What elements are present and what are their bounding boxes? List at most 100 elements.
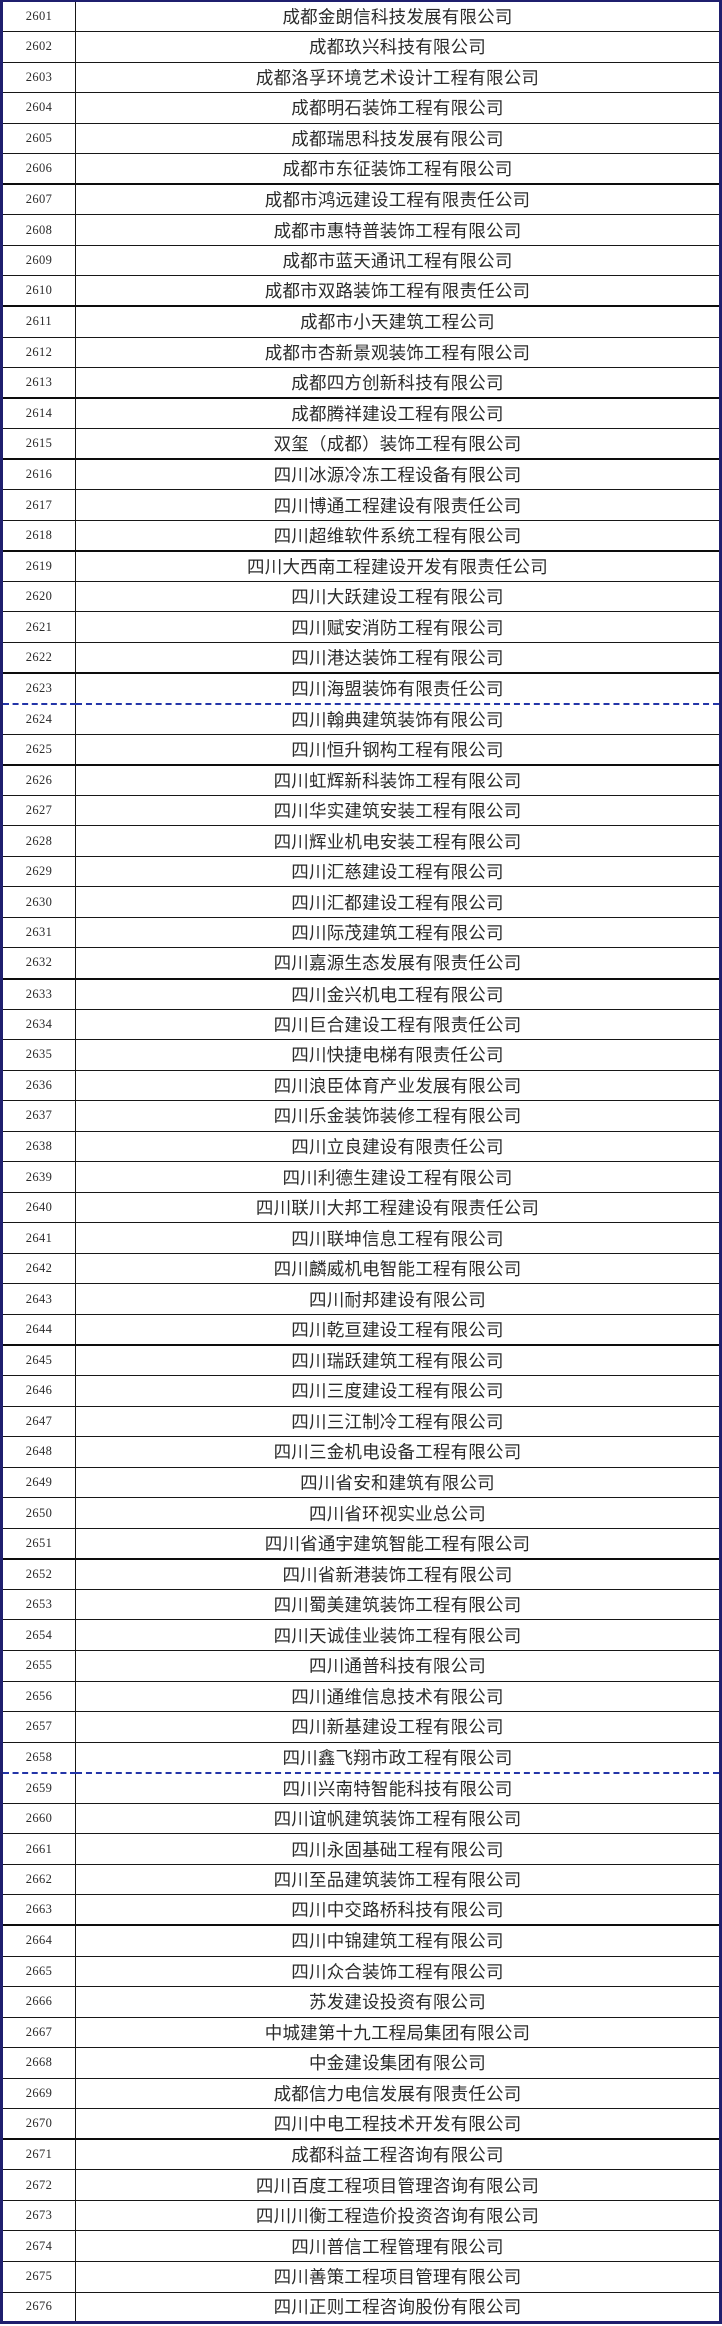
table-row[interactable]: 2638 四川立良建设有限责任公司: [1, 1131, 721, 1163]
row-index-cell[interactable]: 2661: [1, 1833, 76, 1865]
company-name-cell[interactable]: 四川冰源冷冻工程设备有限公司: [75, 459, 721, 491]
table-row[interactable]: 2617 四川博通工程建设有限责任公司: [1, 489, 721, 521]
company-name-cell[interactable]: 四川鑫飞翔市政工程有限公司: [75, 1742, 721, 1774]
table-row[interactable]: 2635 四川快捷电梯有限责任公司: [1, 1039, 721, 1071]
company-name-cell[interactable]: 四川巨合建设工程有限责任公司: [75, 1009, 721, 1041]
company-name-cell[interactable]: 四川省通宇建筑智能工程有限公司: [75, 1528, 721, 1560]
row-index-cell[interactable]: 2660: [1, 1803, 76, 1835]
company-name-cell[interactable]: 中城建第十九工程局集团有限公司: [75, 2017, 721, 2049]
row-index-cell[interactable]: 2674: [1, 2230, 76, 2262]
company-name-cell[interactable]: 四川中电工程技术开发有限公司: [75, 2108, 721, 2141]
table-row[interactable]: 2633 四川金兴机电工程有限公司: [1, 978, 721, 1010]
table-row[interactable]: 2646 四川三度建设工程有限公司: [1, 1375, 721, 1407]
row-index-cell[interactable]: 2628: [1, 825, 76, 857]
row-index-cell[interactable]: 2627: [1, 795, 76, 827]
table-row[interactable]: 2603 成都洛孚环境艺术设计工程有限公司: [1, 62, 721, 94]
table-row[interactable]: 2612 成都市杏新景观装饰工程有限公司: [1, 337, 721, 369]
table-row[interactable]: 2626 四川虹辉新科装饰工程有限公司: [1, 764, 721, 796]
company-name-cell[interactable]: 成都玖兴科技有限公司: [75, 31, 721, 63]
table-row[interactable]: 2607 成都市鸿远建设工程有限责任公司: [1, 184, 721, 216]
table-row[interactable]: 2662 四川至品建筑装饰工程有限公司: [1, 1864, 721, 1896]
table-row[interactable]: 2657 四川新基建设工程有限公司: [1, 1711, 721, 1743]
row-index-cell[interactable]: 2659: [1, 1772, 76, 1804]
row-index-cell[interactable]: 2608: [1, 214, 76, 246]
company-name-cell[interactable]: 四川永固基础工程有限公司: [75, 1833, 721, 1865]
table-row[interactable]: 2656 四川通维信息技术有限公司: [1, 1681, 721, 1713]
company-name-cell[interactable]: 四川汇慈建设工程有限公司: [75, 856, 721, 888]
company-name-cell[interactable]: 成都科益工程咨询有限公司: [75, 2139, 721, 2171]
table-row[interactable]: 2641 四川联坤信息工程有限公司: [1, 1222, 721, 1254]
company-name-cell[interactable]: 四川大西南工程建设开发有限责任公司: [75, 550, 721, 582]
row-index-cell[interactable]: 2630: [1, 886, 76, 918]
company-name-cell[interactable]: 四川博通工程建设有限责任公司: [75, 489, 721, 521]
table-row[interactable]: 2630 四川汇都建设工程有限公司: [1, 886, 721, 918]
company-name-cell[interactable]: 四川华实建筑安装工程有限公司: [75, 795, 721, 827]
company-name-cell[interactable]: 四川普信工程管理有限公司: [75, 2230, 721, 2262]
company-name-cell[interactable]: 成都金朗信科技发展有限公司: [75, 1, 721, 33]
company-name-cell[interactable]: 四川海盟装饰有限责任公司: [75, 673, 721, 705]
table-row[interactable]: 2668 中金建设集团有限公司: [1, 2047, 721, 2079]
row-index-cell[interactable]: 2632: [1, 947, 76, 980]
company-name-cell[interactable]: 四川中交路桥科技有限公司: [75, 1894, 721, 1927]
table-row[interactable]: 2628 四川辉业机电安装工程有限公司: [1, 825, 721, 857]
row-index-cell[interactable]: 2640: [1, 1192, 76, 1224]
table-row[interactable]: 2623 四川海盟装饰有限责任公司: [1, 673, 721, 705]
table-row[interactable]: 2601 成都金朗信科技发展有限公司: [1, 1, 721, 33]
row-index-cell[interactable]: 2654: [1, 1619, 76, 1652]
company-name-cell[interactable]: 成都市小天建筑工程公司: [75, 306, 721, 338]
table-row[interactable]: 2613 成都四方创新科技有限公司: [1, 367, 721, 400]
table-row[interactable]: 2673 四川川衡工程造价投资咨询有限公司: [1, 2200, 721, 2232]
company-name-cell[interactable]: 四川大跃建设工程有限公司: [75, 581, 721, 613]
company-name-cell[interactable]: 四川耐邦建设有限公司: [75, 1283, 721, 1316]
table-row[interactable]: 2670 四川中电工程技术开发有限公司: [1, 2108, 721, 2141]
company-name-cell[interactable]: 四川三金机电设备工程有限公司: [75, 1436, 721, 1468]
table-row[interactable]: 2621 四川赋安消防工程有限公司: [1, 611, 721, 643]
table-row[interactable]: 2648 四川三金机电设备工程有限公司: [1, 1436, 721, 1468]
row-index-cell[interactable]: 2603: [1, 62, 76, 94]
table-row[interactable]: 2663 四川中交路桥科技有限公司: [1, 1894, 721, 1927]
company-name-cell[interactable]: 四川快捷电梯有限责任公司: [75, 1039, 721, 1071]
table-row[interactable]: 2636 四川浪臣体育产业发展有限公司: [1, 1070, 721, 1102]
company-name-cell[interactable]: 四川虹辉新科装饰工程有限公司: [75, 764, 721, 796]
table-row[interactable]: 2606 成都市东征装饰工程有限公司: [1, 153, 721, 186]
company-name-cell[interactable]: 四川辉业机电安装工程有限公司: [75, 825, 721, 857]
table-row[interactable]: 2644 四川乾亘建设工程有限公司: [1, 1314, 721, 1347]
company-name-cell[interactable]: 成都明石装饰工程有限公司: [75, 92, 721, 124]
company-name-cell[interactable]: 四川通普科技有限公司: [75, 1650, 721, 1682]
company-name-cell[interactable]: 四川兴南特智能科技有限公司: [75, 1772, 721, 1804]
table-row[interactable]: 2619 四川大西南工程建设开发有限责任公司: [1, 550, 721, 582]
table-row[interactable]: 2649 四川省安和建筑有限公司: [1, 1467, 721, 1499]
row-index-cell[interactable]: 2613: [1, 367, 76, 400]
company-name-cell[interactable]: 成都市鸿远建设工程有限责任公司: [75, 184, 721, 216]
row-index-cell[interactable]: 2607: [1, 184, 76, 216]
row-index-cell[interactable]: 2637: [1, 1100, 76, 1132]
table-row[interactable]: 2647 四川三江制冷工程有限公司: [1, 1406, 721, 1438]
row-index-cell[interactable]: 2662: [1, 1864, 76, 1896]
row-index-cell[interactable]: 2671: [1, 2139, 76, 2171]
company-name-cell[interactable]: 四川港达装饰工程有限公司: [75, 642, 721, 675]
row-index-cell[interactable]: 2641: [1, 1222, 76, 1254]
company-name-cell[interactable]: 四川至品建筑装饰工程有限公司: [75, 1864, 721, 1896]
row-index-cell[interactable]: 2644: [1, 1314, 76, 1347]
row-index-cell[interactable]: 2653: [1, 1589, 76, 1621]
table-row[interactable]: 2631 四川际茂建筑工程有限公司: [1, 917, 721, 949]
row-index-cell[interactable]: 2610: [1, 275, 76, 308]
row-index-cell[interactable]: 2611: [1, 306, 76, 338]
company-name-cell[interactable]: 四川嘉源生态发展有限责任公司: [75, 947, 721, 980]
company-name-cell[interactable]: 四川谊帆建筑装饰工程有限公司: [75, 1803, 721, 1835]
company-name-cell[interactable]: 成都市东征装饰工程有限公司: [75, 153, 721, 186]
row-index-cell[interactable]: 2601: [1, 1, 76, 33]
table-row[interactable]: 2661 四川永固基础工程有限公司: [1, 1833, 721, 1865]
row-index-cell[interactable]: 2614: [1, 398, 76, 430]
company-name-cell[interactable]: 四川三江制冷工程有限公司: [75, 1406, 721, 1438]
row-index-cell[interactable]: 2620: [1, 581, 76, 613]
company-name-cell[interactable]: 四川众合装饰工程有限公司: [75, 1956, 721, 1988]
company-name-cell[interactable]: 成都市惠特普装饰工程有限公司: [75, 214, 721, 246]
row-index-cell[interactable]: 2646: [1, 1375, 76, 1407]
company-name-cell[interactable]: 成都洛孚环境艺术设计工程有限公司: [75, 62, 721, 94]
row-index-cell[interactable]: 2665: [1, 1956, 76, 1988]
row-index-cell[interactable]: 2652: [1, 1558, 76, 1590]
table-row[interactable]: 2611 成都市小天建筑工程公司: [1, 306, 721, 338]
company-name-cell[interactable]: 四川省新港装饰工程有限公司: [75, 1558, 721, 1590]
company-name-cell[interactable]: 四川翰典建筑装饰有限公司: [75, 703, 721, 735]
